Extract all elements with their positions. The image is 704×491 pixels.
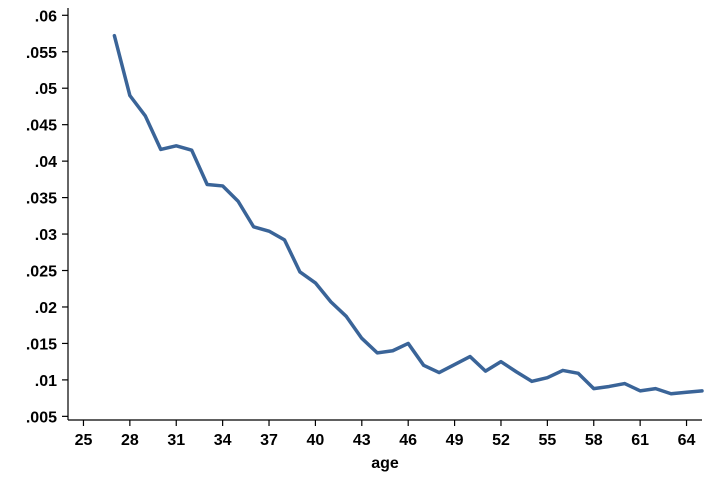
x-tick-label: 40 bbox=[307, 432, 325, 449]
x-tick-label: 64 bbox=[678, 432, 696, 449]
x-tick-label: 43 bbox=[353, 432, 371, 449]
y-tick-label: .02 bbox=[35, 300, 57, 317]
y-tick-label: .05 bbox=[35, 81, 57, 98]
x-tick-label: 49 bbox=[446, 432, 464, 449]
x-tick-label: 28 bbox=[121, 432, 139, 449]
y-tick-label: .01 bbox=[35, 373, 57, 390]
y-tick-label: .045 bbox=[26, 118, 57, 135]
y-tick-label: .005 bbox=[26, 409, 57, 426]
x-tick-label: 31 bbox=[167, 432, 185, 449]
x-tick-label: 61 bbox=[631, 432, 649, 449]
x-tick-label: 25 bbox=[75, 432, 93, 449]
y-tick-label: .035 bbox=[26, 191, 57, 208]
series-line bbox=[112, 33, 704, 396]
x-tick-label: 52 bbox=[492, 432, 510, 449]
x-tick-label: 37 bbox=[260, 432, 278, 449]
y-tick-label: .055 bbox=[26, 45, 57, 62]
x-tick-label: 34 bbox=[214, 432, 232, 449]
series-layer bbox=[112, 33, 704, 396]
x-tick-label: 55 bbox=[538, 432, 556, 449]
x-axis-title: age bbox=[371, 455, 399, 472]
x-tick-label: 58 bbox=[585, 432, 603, 449]
y-tick-label: .06 bbox=[35, 8, 57, 25]
y-tick-label: .04 bbox=[35, 154, 57, 171]
y-axis: .005 .01 .015 .02 .025 .03 .035 .04 .045 .05 .055.… bbox=[26, 8, 69, 426]
y-tick-label: .015 bbox=[26, 336, 57, 353]
x-tick-label: 46 bbox=[399, 432, 417, 449]
x-axis: 25 28 31 34 37 40 43 46 49 52 55 58 61 64 bbox=[68, 419, 702, 449]
y-tick-label: .025 bbox=[26, 264, 57, 281]
y-tick-label: .03 bbox=[35, 227, 57, 244]
